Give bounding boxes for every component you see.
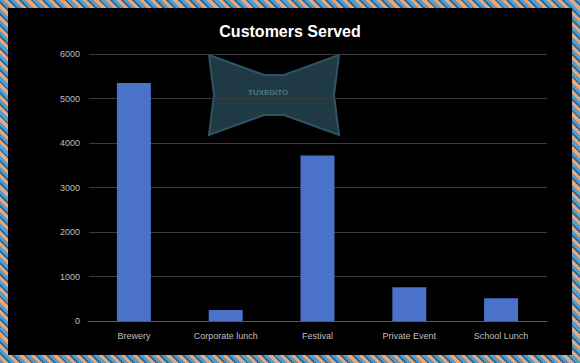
svg-text:Customers Served: Customers Served: [219, 23, 360, 40]
svg-text:1000: 1000: [60, 272, 80, 282]
svg-text:Festival: Festival: [302, 331, 333, 341]
svg-text:6000: 6000: [60, 49, 80, 59]
svg-text:3000: 3000: [60, 183, 80, 193]
svg-text:5000: 5000: [60, 94, 80, 104]
svg-text:0: 0: [75, 316, 80, 326]
svg-text:TUXEDITO: TUXEDITO: [248, 88, 288, 97]
svg-text:4000: 4000: [60, 138, 80, 148]
svg-text:Corporate lunch: Corporate lunch: [194, 331, 258, 341]
svg-text:Private Event: Private Event: [383, 331, 437, 341]
svg-text:2000: 2000: [60, 227, 80, 237]
svg-text:Brewery: Brewery: [117, 331, 151, 341]
svg-text:School Lunch: School Lunch: [474, 331, 529, 341]
